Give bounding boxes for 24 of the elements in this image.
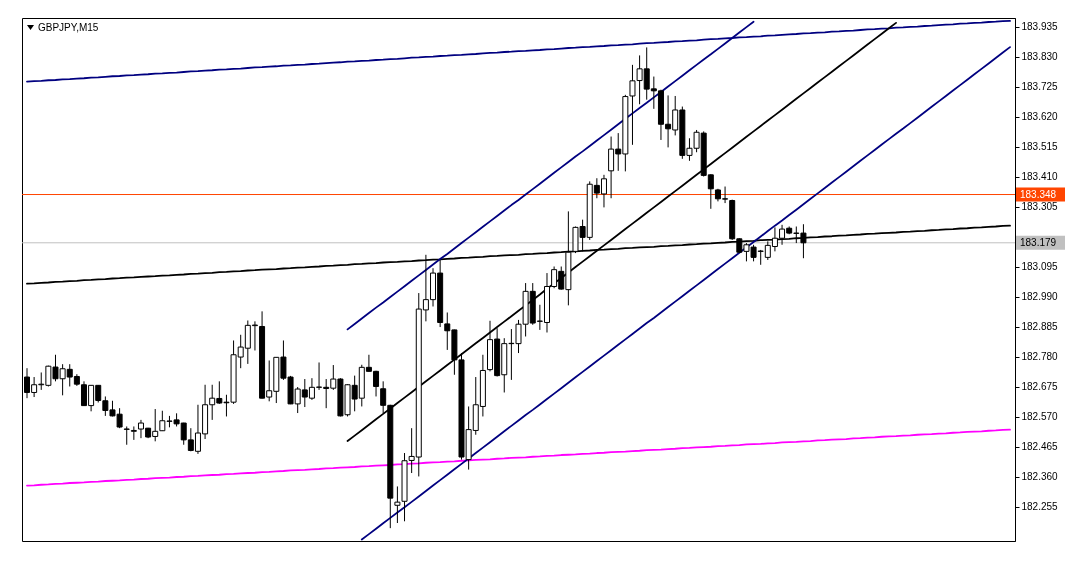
line-series: [26, 428, 1011, 487]
y-tick-label: 182.990: [1021, 291, 1059, 303]
y-tick-label: 182.780: [1021, 351, 1059, 363]
y-tick-label: 183.410: [1021, 171, 1059, 183]
y-tick-label: 183.830: [1021, 51, 1059, 63]
y-tick-label: 182.465: [1021, 441, 1059, 453]
y-tick-label: 182.675: [1021, 381, 1059, 393]
candlestick: [123, 425, 130, 446]
chart-title: GBPJPY,M15: [38, 22, 99, 33]
y-tick-label: 182.885: [1021, 321, 1059, 333]
line-series: [360, 46, 1011, 541]
y-tick-label: 183.620: [1021, 111, 1059, 123]
y-tick-label: 183.725: [1021, 81, 1059, 93]
y-tick-label: 182.360: [1021, 471, 1059, 483]
ref-line-label: 183.348: [1020, 188, 1057, 200]
y-tick-label: 183.095: [1021, 261, 1059, 273]
candlestick: [130, 425, 137, 441]
ref-line-label: 183.179: [1020, 236, 1057, 248]
y-tick-label: 182.570: [1021, 411, 1059, 423]
y-tick-label: 183.305: [1021, 201, 1059, 213]
y-tick-label: 183.515: [1021, 141, 1059, 153]
y-tick-label: 183.935: [1021, 21, 1059, 33]
candlestick: [394, 485, 401, 524]
y-tick-label: 182.255: [1021, 501, 1059, 513]
